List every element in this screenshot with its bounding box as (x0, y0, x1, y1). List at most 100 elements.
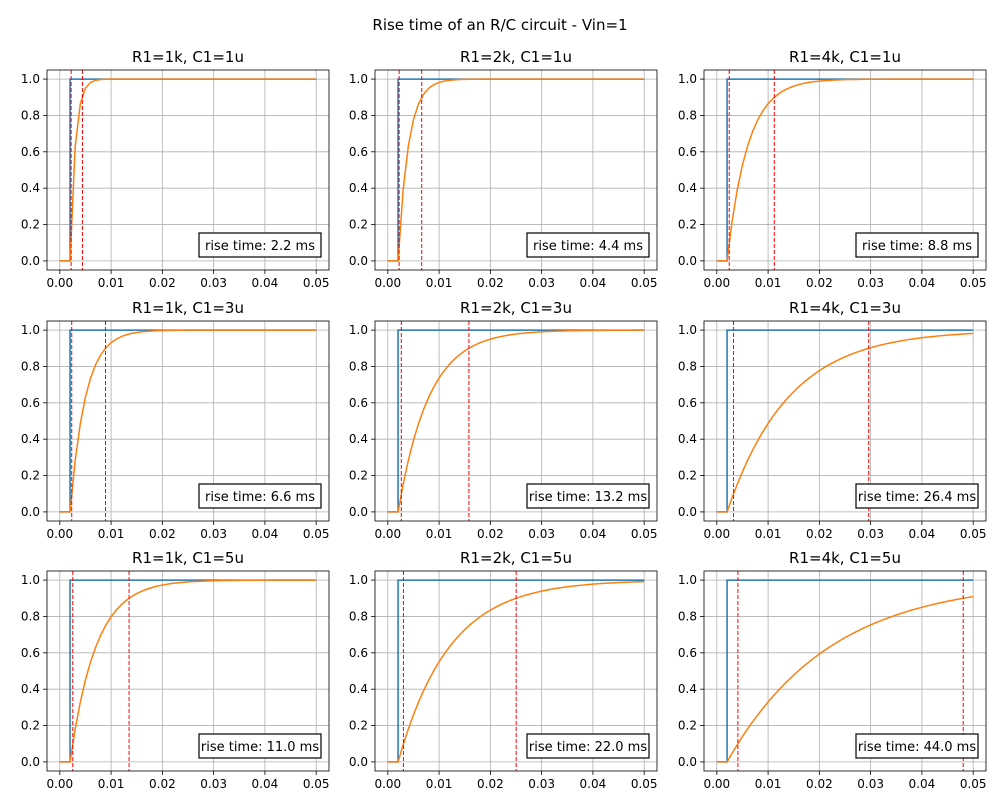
y-tick-label: 1.0 (349, 573, 368, 587)
y-tick-label: 0.6 (21, 646, 40, 660)
axes-frame (46, 320, 330, 522)
x-tick-label: 0.00 (703, 276, 730, 290)
axes-frame (703, 320, 987, 522)
y-tick-label: 1.0 (678, 573, 697, 587)
axes-frame (374, 69, 658, 271)
x-tick-label: 0.03 (528, 527, 555, 541)
y-tick-label: 0.2 (349, 469, 368, 483)
y-tick-label: 0.4 (21, 432, 40, 446)
x-tick-label: 0.03 (857, 527, 884, 541)
axes-frame (46, 570, 330, 772)
rise-time-annotation: rise time: 6.6 ms (205, 490, 315, 505)
y-tick-label: 1.0 (678, 323, 697, 337)
rise-time-annotation-box (526, 232, 650, 258)
rise-time-annotation: rise time: 11.0 ms (201, 740, 319, 755)
x-tick-label: 0.00 (46, 276, 73, 290)
x-tick-label: 0.02 (477, 527, 504, 541)
subplot-1: R1=1k, C1=1u 0.00 0.01 0.02 0.03 0.04 0.05 0.0 0… (21, 48, 330, 290)
output-response-line (716, 78, 974, 262)
x-tick-label: 0.02 (149, 777, 176, 791)
y-tick-label: 0.6 (349, 646, 368, 660)
y-tick-label: 0.8 (21, 108, 40, 122)
x-tick-label: 0.05 (960, 527, 987, 541)
subplot-title: R1=4k, C1=5u (789, 549, 901, 567)
plot-area (387, 321, 645, 521)
subplot-title: R1=4k, C1=1u (789, 48, 901, 66)
x-tick-label: 0.05 (631, 527, 658, 541)
x-tick-label: 0.00 (703, 777, 730, 791)
y-tick-label: 0.6 (349, 145, 368, 159)
y-tick-label: 0.0 (21, 505, 40, 519)
x-tick-label: 0.03 (528, 777, 555, 791)
y-tick-label: 0.0 (678, 755, 697, 769)
y-tick-label: 0.0 (21, 755, 40, 769)
subplot-title: R1=2k, C1=3u (460, 299, 572, 317)
plot-area (387, 571, 645, 771)
x-tick-label: 0.02 (149, 276, 176, 290)
y-tick-label: 0.0 (678, 505, 697, 519)
x-tick-label: 0.02 (806, 527, 833, 541)
x-tick-label: 0.00 (703, 527, 730, 541)
subplot-title: R1=2k, C1=5u (460, 549, 572, 567)
rise-time-annotation: rise time: 22.0 ms (529, 740, 647, 755)
x-tick-label: 0.03 (857, 276, 884, 290)
figure-title: Rise time of an R/C circuit - Vin=1 (372, 16, 627, 34)
y-tick-label: 0.2 (349, 218, 368, 232)
subplot-title: R1=2k, C1=1u (460, 48, 572, 66)
y-tick-label: 0.4 (678, 682, 697, 696)
y-tick-label: 0.4 (678, 181, 697, 195)
y-tick-label: 0.4 (21, 181, 40, 195)
subplot-5: R1=2k, C1=3u 0.00 0.01 0.02 0.03 0.04 0.05 0.0 0… (349, 299, 658, 541)
rise-time-annotation-box (855, 232, 979, 258)
y-tick-label: 0.8 (678, 108, 697, 122)
x-tick-label: 0.03 (200, 276, 227, 290)
y-tick-label: 0.6 (678, 145, 697, 159)
x-tick-label: 0.04 (909, 276, 936, 290)
plot-area (716, 321, 974, 521)
y-tick-label: 0.4 (349, 432, 368, 446)
plot-area (59, 571, 317, 771)
y-tick-label: 0.2 (678, 469, 697, 483)
x-tick-label: 0.01 (426, 276, 453, 290)
output-response-line (387, 329, 645, 513)
x-tick-label: 0.05 (631, 777, 658, 791)
y-tick-label: 0.2 (678, 218, 697, 232)
x-tick-label: 0.05 (631, 276, 658, 290)
output-response-line (59, 78, 317, 262)
y-tick-label: 1.0 (349, 323, 368, 337)
y-tick-label: 0.0 (349, 505, 368, 519)
subplot-title: R1=1k, C1=1u (132, 48, 244, 66)
x-tick-label: 0.04 (909, 777, 936, 791)
axes-frame (374, 320, 658, 522)
x-tick-label: 0.05 (303, 276, 330, 290)
x-tick-label: 0.02 (149, 527, 176, 541)
x-tick-label: 0.04 (252, 276, 279, 290)
x-tick-label: 0.02 (806, 777, 833, 791)
x-tick-label: 0.01 (98, 777, 125, 791)
subplot-2: R1=2k, C1=1u 0.00 0.01 0.02 0.03 0.04 0.05 0.0 0… (349, 48, 658, 290)
x-tick-label: 0.01 (755, 527, 782, 541)
x-tick-label: 0.02 (477, 777, 504, 791)
rise-time-annotation: rise time: 4.4 ms (533, 239, 643, 254)
y-tick-label: 0.4 (349, 181, 368, 195)
y-tick-label: 0.8 (678, 609, 697, 623)
output-response-line (387, 78, 645, 262)
x-tick-label: 0.04 (252, 777, 279, 791)
subplot-6: R1=4k, C1=3u 0.00 0.01 0.02 0.03 0.04 0.05 0.0 0… (678, 299, 987, 541)
y-tick-label: 0.8 (678, 359, 697, 373)
x-tick-label: 0.05 (303, 527, 330, 541)
axes-frame (374, 570, 658, 772)
x-tick-label: 0.03 (200, 777, 227, 791)
x-tick-label: 0.05 (303, 777, 330, 791)
x-tick-label: 0.01 (426, 527, 453, 541)
y-tick-label: 0.6 (21, 145, 40, 159)
x-tick-label: 0.01 (98, 527, 125, 541)
rise-time-annotation: rise time: 8.8 ms (862, 239, 972, 254)
y-tick-label: 0.0 (678, 254, 697, 268)
x-tick-label: 0.03 (857, 777, 884, 791)
y-tick-label: 1.0 (349, 72, 368, 86)
axes-frame (46, 69, 330, 271)
rise-time-annotation-box (198, 483, 322, 509)
y-tick-label: 0.6 (678, 396, 697, 410)
